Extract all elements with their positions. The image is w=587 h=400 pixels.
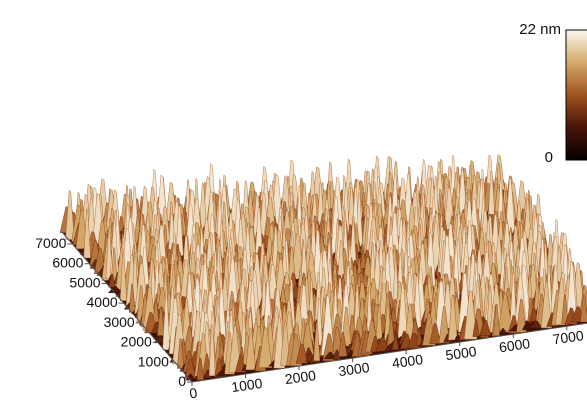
y-tick-label: 7000 <box>35 235 66 251</box>
x-tick-label: 1000 <box>230 375 263 395</box>
colorbar-min-label: 0 <box>545 149 553 166</box>
y-tick-label: 5000 <box>69 274 100 290</box>
y-tick-label: 3000 <box>104 314 135 330</box>
y-tick-label: 4000 <box>87 294 118 310</box>
x-tick-label: 3000 <box>337 359 370 379</box>
x-tick-label: 5000 <box>444 343 477 363</box>
colorbar <box>566 30 587 160</box>
y-tick-label: 6000 <box>52 255 83 271</box>
x-tick-label: 4000 <box>391 351 424 371</box>
x-tick-label: 0 <box>188 385 198 400</box>
x-tick-label: 7000 <box>552 327 585 347</box>
y-tick-label: 2000 <box>121 334 152 350</box>
y-tick-label: 0 <box>178 373 186 389</box>
colorbar-max-label: 22 nm <box>519 21 561 38</box>
x-tick-label: 6000 <box>498 335 531 355</box>
y-tick-label: 1000 <box>138 353 169 369</box>
x-tick-label: 2000 <box>284 367 317 387</box>
